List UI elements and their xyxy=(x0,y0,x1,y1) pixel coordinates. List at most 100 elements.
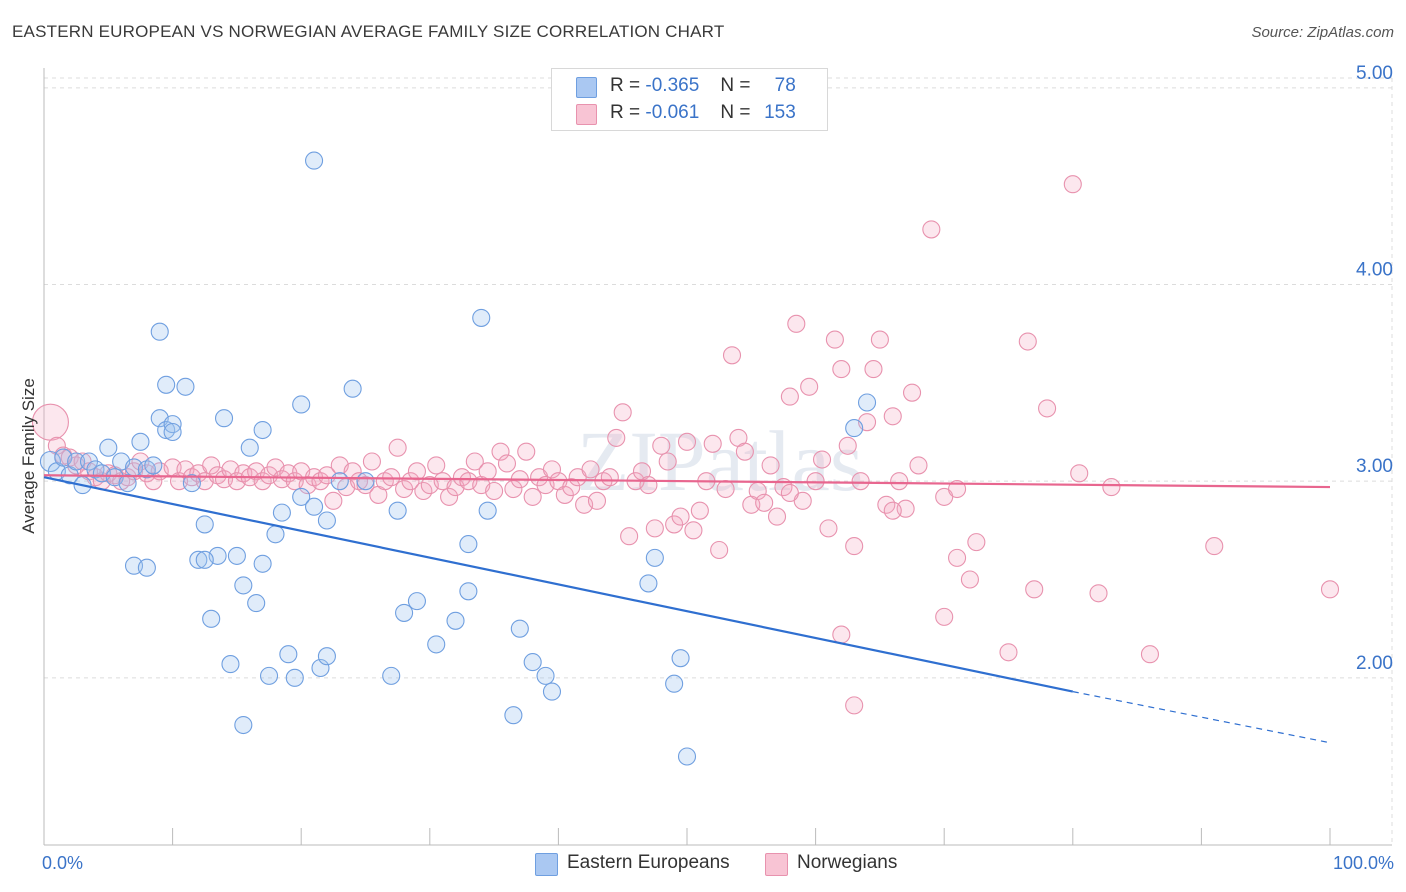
norwegian-point xyxy=(845,696,864,715)
eastern-european-point xyxy=(195,550,214,569)
bottom-legend-swatch-eastern xyxy=(535,853,558,876)
y-tick-label: 5.00 xyxy=(1356,63,1393,84)
norwegian-point xyxy=(388,438,407,457)
eastern-european-point xyxy=(857,393,877,412)
eastern-european-point xyxy=(459,535,478,554)
axes xyxy=(43,68,1392,846)
eastern-european-point xyxy=(195,515,214,534)
norwegian-point xyxy=(1205,537,1224,556)
legend-n-label: N = xyxy=(720,75,751,96)
eastern-european-point xyxy=(118,474,137,493)
norwegian-point xyxy=(703,434,722,453)
eastern-european-point xyxy=(234,576,253,595)
norwegian-point xyxy=(1320,580,1340,599)
eastern-european-point xyxy=(542,682,562,701)
eastern-european-point xyxy=(671,649,690,668)
x-tick-label: 100.0% xyxy=(1333,853,1394,873)
legend-r-value-norwegian: -0.061 xyxy=(645,102,700,123)
y-tick-label: 4.00 xyxy=(1356,260,1393,281)
norwegian-point xyxy=(755,493,774,512)
norwegian-point xyxy=(1038,399,1057,418)
norwegian-point xyxy=(960,570,979,589)
norwegian-point xyxy=(902,383,922,402)
bottom-legend-label-norwegian: Norwegians xyxy=(797,852,898,873)
norwegian-point xyxy=(478,462,497,481)
eastern-european-point xyxy=(510,619,529,638)
eastern-european-point xyxy=(343,379,362,398)
norwegian-point xyxy=(967,533,986,552)
eastern-european-point xyxy=(227,546,246,565)
norwegian-point xyxy=(710,540,729,560)
norwegian-point xyxy=(832,625,851,644)
norwegian-point xyxy=(806,472,825,491)
eastern-european-point xyxy=(137,558,156,577)
norwegian-point xyxy=(613,403,632,422)
norwegian-point xyxy=(427,456,446,475)
eastern-european-point xyxy=(478,501,497,520)
eastern-european-point xyxy=(317,511,336,530)
eastern-european-point xyxy=(523,653,542,672)
norwegian-point xyxy=(600,468,619,487)
eastern-european-point xyxy=(266,525,285,544)
norwegian-point xyxy=(607,428,626,447)
x-tick-label: 0.0% xyxy=(42,853,83,873)
norwegian-point xyxy=(948,548,967,567)
tick-labels: 2.00 3.00 4.00 5.00 0.0% 100.0% xyxy=(42,63,1394,873)
eastern-european-point xyxy=(395,603,414,622)
norwegian-point xyxy=(883,501,902,520)
norwegian-point xyxy=(780,387,799,406)
norwegian-point xyxy=(735,442,754,461)
norwegian-point xyxy=(677,432,697,451)
eastern-trend-extension xyxy=(1072,691,1331,744)
norwegian-point xyxy=(999,643,1018,662)
norwegian-point xyxy=(812,450,832,469)
norwegian-point xyxy=(485,481,504,501)
eastern-european-point xyxy=(234,715,253,735)
eastern-european-point xyxy=(845,419,864,438)
norwegian-point xyxy=(800,377,819,396)
eastern-european-point xyxy=(665,674,684,693)
y-tick-label: 3.00 xyxy=(1356,456,1393,477)
eastern-european-points xyxy=(39,151,877,766)
eastern-european-point xyxy=(99,438,118,457)
bottom-legend-swatch-norwegian xyxy=(765,853,788,876)
norwegian-point xyxy=(909,456,928,475)
eastern-european-point xyxy=(382,666,401,685)
norwegian-point xyxy=(1063,175,1082,194)
norwegian-point xyxy=(890,472,909,491)
norwegian-point xyxy=(684,521,703,540)
eastern-european-point xyxy=(176,377,195,396)
norwegian-point xyxy=(832,360,851,379)
eastern-european-point xyxy=(163,415,182,434)
norwegian-point xyxy=(922,220,941,239)
norwegian-point xyxy=(343,462,362,481)
eastern-european-point xyxy=(214,409,234,428)
eastern-european-point xyxy=(407,592,426,611)
norwegian-point xyxy=(658,452,677,471)
norwegian-point xyxy=(362,452,381,471)
eastern-european-point xyxy=(472,308,491,327)
norwegian-point xyxy=(935,607,954,626)
eastern-european-point xyxy=(504,706,523,725)
norwegian-point xyxy=(620,527,639,546)
norwegian-point xyxy=(767,507,787,526)
legend-r-label: R = xyxy=(610,75,641,96)
norwegian-point xyxy=(465,452,484,471)
norwegian-point xyxy=(440,487,459,506)
norwegian-point xyxy=(716,479,735,499)
eastern-european-point xyxy=(144,456,163,475)
norwegian-point xyxy=(1018,332,1037,351)
norwegian-point xyxy=(407,462,426,481)
norwegian-point xyxy=(497,454,517,473)
norwegian-point xyxy=(864,360,883,379)
eastern-european-point xyxy=(279,645,298,664)
norwegian-point xyxy=(562,478,581,497)
eastern-european-point xyxy=(182,474,201,493)
norwegian-point xyxy=(645,519,664,538)
legend-swatch-eastern xyxy=(576,77,597,98)
eastern-european-point xyxy=(459,582,478,601)
norwegian-point xyxy=(838,436,857,455)
norwegian-point xyxy=(825,330,844,349)
eastern-european-point xyxy=(163,422,182,442)
eastern-european-point xyxy=(305,497,324,516)
